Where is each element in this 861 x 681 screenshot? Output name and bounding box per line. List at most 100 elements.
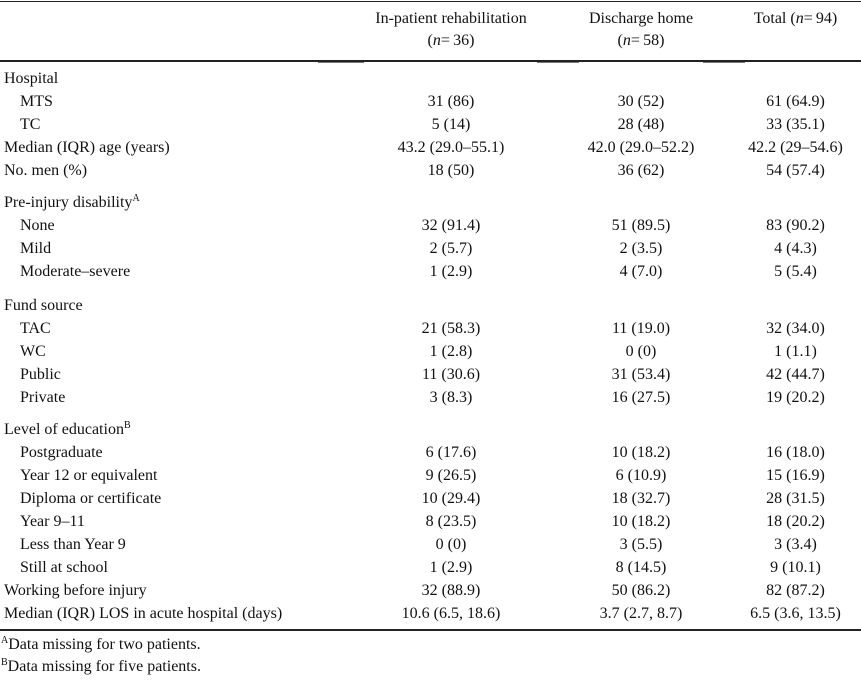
table-cell: 32 (91.4) <box>421 217 481 234</box>
column-header-discharge: Discharge home (n= 58) <box>553 8 729 52</box>
table-cell: 1 (2.8) <box>429 343 473 360</box>
table-top-rule <box>0 1 861 2</box>
table-cell: 31 (53.4) <box>611 366 671 383</box>
table-bottom-rule <box>0 629 861 631</box>
table-subrow: None 32 (91.4) 51 (89.5) 83 (90.2) <box>0 214 861 237</box>
table-cell: 10 (18.2) <box>611 444 671 461</box>
table-row: Pre-injury disabilityA <box>0 191 861 214</box>
table-row: Working before injury 32 (88.9) 50 (86.2) 8… <box>0 579 861 602</box>
table-cell: 28 (31.5) <box>766 490 825 507</box>
table-cell: 6.5 (3.6, 13.5) <box>750 605 841 622</box>
row-label: Working before injury <box>4 582 147 599</box>
table-cell: 10 (29.4) <box>421 490 481 507</box>
table-cell: 54 (57.4) <box>766 162 825 179</box>
footnote-b: BData missing for five patients. <box>1 657 201 676</box>
table-cell: 19 (20.2) <box>766 389 825 406</box>
table-subrow: Public 11 (30.6) 31 (53.4) 42 (44.7) <box>0 363 861 386</box>
table-cell: 21 (58.3) <box>421 320 481 337</box>
row-label: Less than Year 9 <box>20 536 126 553</box>
table-cell: 1 (2.9) <box>429 559 473 576</box>
table-cell: 36 (62) <box>617 162 665 179</box>
table-subrow: MTS 31 (86) 30 (52) 61 (64.9) <box>0 90 861 113</box>
row-label: Median (IQR) LOS in acute hospital (days… <box>4 605 283 622</box>
footnote-marker: B <box>123 420 131 431</box>
table-cell: 30 (52) <box>617 93 665 110</box>
table-subrow: Diploma or certificate 10 (29.4) 18 (32.7)… <box>0 487 861 510</box>
table-cell: 1 (1.1) <box>774 343 817 360</box>
table-cell: 15 (16.9) <box>766 467 825 484</box>
table-row: Median (IQR) age (years) 43.2 (29.0–55.1)… <box>0 136 861 159</box>
header-subrule <box>537 62 579 63</box>
row-label: Year 9–11 <box>20 513 85 530</box>
footnote-a: AData missing for two patients. <box>1 635 201 654</box>
row-label: Moderate–severe <box>20 263 131 280</box>
row-label: No. men (%) <box>4 162 88 179</box>
row-label: Median (IQR) age (years) <box>4 139 170 156</box>
table-cell: 42 (44.7) <box>766 366 825 383</box>
table-subrow: Postgraduate 6 (17.6) 10 (18.2) 16 (18.0) <box>0 441 861 464</box>
table-cell: 10 (18.2) <box>611 513 671 530</box>
table-cell: 0 (0) <box>625 343 657 360</box>
table-cell: 8 (14.5) <box>615 559 667 576</box>
table-cell: 42.0 (29.0–52.2) <box>587 139 695 156</box>
row-label: Still at school <box>20 559 108 576</box>
table-row: Hospital <box>0 67 861 90</box>
table-cell: 18 (32.7) <box>611 490 671 507</box>
table-cell: 32 (88.9) <box>421 582 481 599</box>
table-cell: 4 (7.0) <box>619 263 663 280</box>
column-header-total: Total (n= 94) <box>730 8 861 30</box>
table-cell: 51 (89.5) <box>611 217 671 234</box>
row-label: Mild <box>20 240 52 257</box>
table-cell: 3 (5.5) <box>619 536 663 553</box>
table-cell: 11 (30.6) <box>421 366 481 383</box>
row-label: MTS <box>20 93 53 110</box>
table-cell: 6 (17.6) <box>425 444 477 461</box>
table-subrow: Mild 2 (5.7) 2 (3.5) 4 (4.3) <box>0 237 861 260</box>
row-label: Hospital <box>4 70 59 87</box>
table-cell: 32 (34.0) <box>766 320 825 337</box>
table-cell: 2 (3.5) <box>619 240 663 257</box>
table-row: Fund source <box>0 294 861 317</box>
table-cell: 3 (8.3) <box>429 389 473 406</box>
row-label: None <box>20 217 55 234</box>
header-subrule <box>703 62 745 63</box>
table-cell: 18 (20.2) <box>766 513 825 530</box>
table-cell: 10.6 (6.5, 18.6) <box>401 605 501 622</box>
table-subrow: Still at school 1 (2.9) 8 (14.5) 9 (10.1) <box>0 556 861 579</box>
row-label: Public <box>20 366 61 383</box>
table-cell: 18 (50) <box>427 162 475 179</box>
row-label: TC <box>20 116 41 133</box>
table-cell: 50 (86.2) <box>611 582 671 599</box>
table-cell: 3.7 (2.7, 8.7) <box>599 605 683 622</box>
table-cell: 16 (18.0) <box>766 444 825 461</box>
table-cell: 3 (3.4) <box>774 536 817 553</box>
table-subrow: TC 5 (14) 28 (48) 33 (35.1) <box>0 113 861 136</box>
table-cell: 4 (4.3) <box>774 240 817 257</box>
table-row: No. men (%) 18 (50) 36 (62) 54 (57.4) <box>0 159 861 182</box>
table-cell: 42.2 (29–54.6) <box>748 139 843 156</box>
table-cell: 31 (86) <box>427 93 475 110</box>
column-title: Discharge home <box>588 10 694 27</box>
row-label: WC <box>20 343 46 360</box>
row-label: Postgraduate <box>20 444 103 461</box>
table-cell: 9 (26.5) <box>425 467 477 484</box>
table-cell: 2 (5.7) <box>429 240 473 257</box>
table-cell: 28 (48) <box>617 116 665 133</box>
table-subrow: WC 1 (2.8) 0 (0) 1 (1.1) <box>0 340 861 363</box>
table-cell: 61 (64.9) <box>766 93 825 110</box>
column-header-inpatient: In-patient rehabilitation (n= 36) <box>361 8 541 52</box>
table-cell: 43.2 (29.0–55.1) <box>397 139 505 156</box>
table-subrow: Year 12 or equivalent 9 (26.5) 6 (10.9) 15 … <box>0 464 861 487</box>
table-cell: 5 (14) <box>431 116 471 133</box>
header-rule <box>0 60 861 62</box>
column-n: (n= 58) <box>617 32 665 49</box>
footnote-marker: A <box>132 193 140 204</box>
table-subrow: Year 9–11 8 (23.5) 10 (18.2) 18 (20.2) <box>0 510 861 533</box>
row-label: Pre-injury disabilityA <box>4 193 140 212</box>
table-cell: 11 (19.0) <box>611 320 671 337</box>
row-label: Year 12 or equivalent <box>20 467 158 484</box>
table-cell: 82 (87.2) <box>766 582 825 599</box>
table-cell: 33 (35.1) <box>766 116 825 133</box>
table-subrow: Less than Year 9 0 (0) 3 (5.5) 3 (3.4) <box>0 533 861 556</box>
